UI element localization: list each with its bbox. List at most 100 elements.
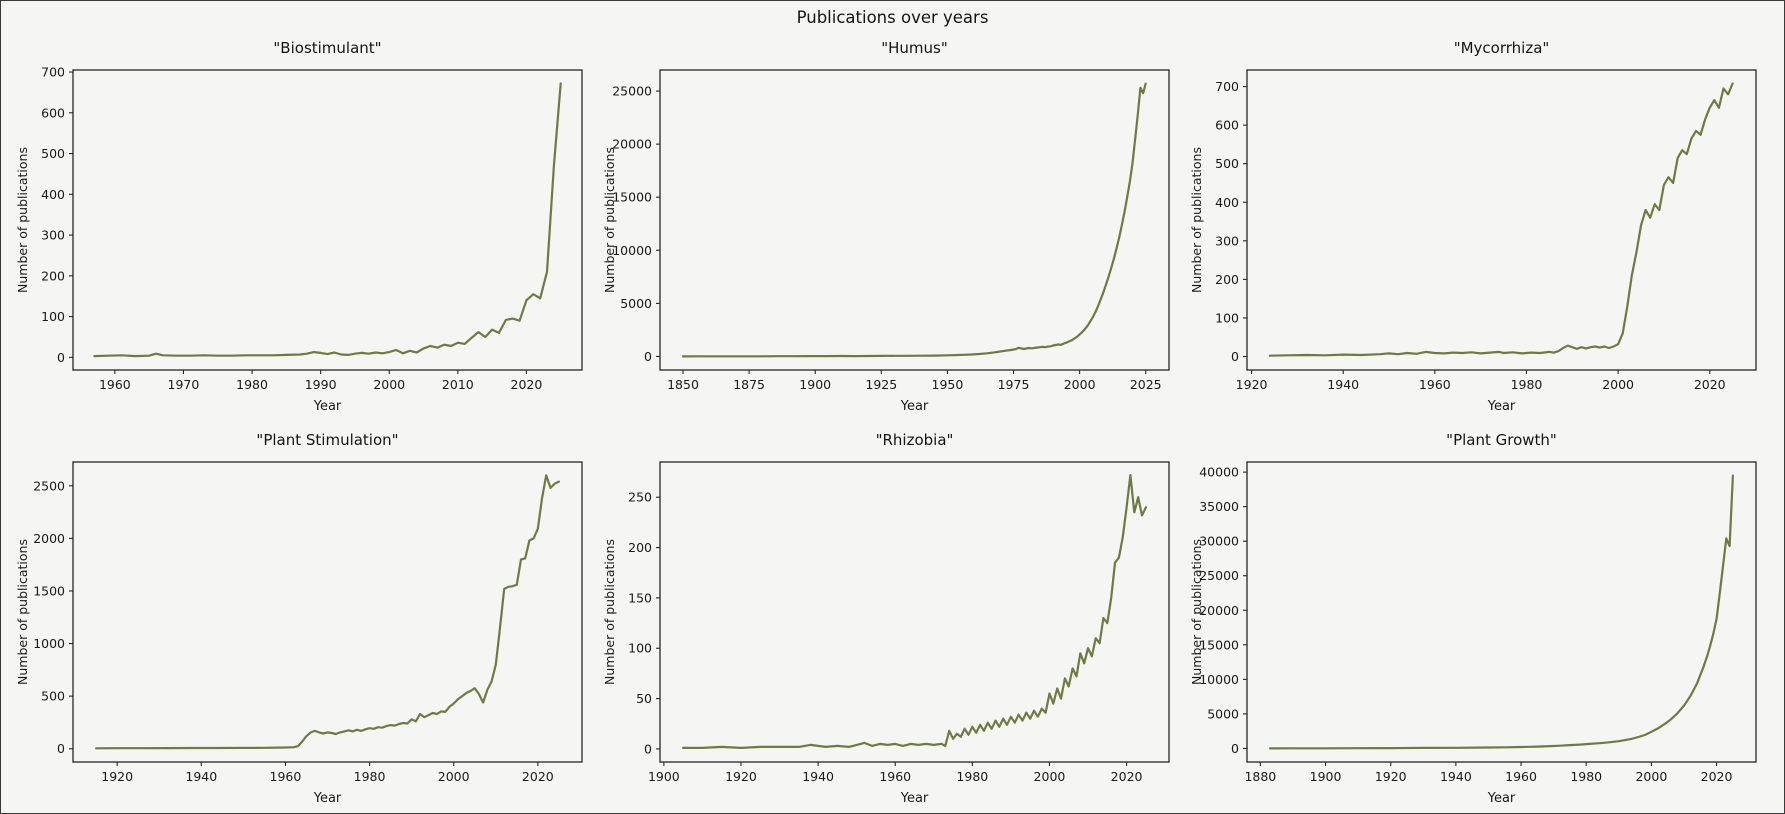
x-tick-label: 1960 bbox=[99, 377, 131, 392]
y-axis-label: Number of publications bbox=[602, 539, 617, 685]
x-tick-label: 1960 bbox=[1419, 377, 1451, 392]
y-tick-label: 10000 bbox=[1199, 672, 1239, 687]
plot-frame bbox=[659, 69, 1170, 371]
x-axis-label: Year bbox=[1487, 791, 1516, 806]
y-tick-label: 200 bbox=[41, 268, 65, 283]
x-tick-label: 1875 bbox=[733, 377, 765, 392]
y-tick-label: 200 bbox=[628, 540, 652, 555]
y-tick-label: 300 bbox=[1215, 233, 1239, 248]
plot-frame bbox=[1246, 69, 1757, 371]
x-axis-label: Year bbox=[900, 791, 929, 806]
y-tick-label: 15000 bbox=[612, 190, 652, 205]
y-tick-label: 700 bbox=[41, 65, 65, 80]
y-tick-label: 30000 bbox=[1199, 534, 1239, 549]
y-axis-label: Number of publications bbox=[15, 539, 30, 685]
x-axis-label: Year bbox=[1487, 399, 1516, 414]
y-tick-label: 0 bbox=[57, 741, 65, 756]
x-axis-label: Year bbox=[313, 399, 342, 414]
y-tick-label: 600 bbox=[41, 105, 65, 120]
y-tick-label: 5000 bbox=[1207, 706, 1239, 721]
y-axis-label: Number of publications bbox=[1189, 539, 1204, 685]
y-tick-label: 35000 bbox=[1199, 499, 1239, 514]
x-tick-label: 1960 bbox=[270, 769, 302, 784]
subplot-grid: "Biostimulant" 1960 1970 1980 1990 2000 2010 2… bbox=[1, 32, 1784, 812]
x-tick-label: 1850 bbox=[667, 377, 699, 392]
subplot-title: "Plant Growth" bbox=[1446, 431, 1557, 449]
x-tick-label: 2000 bbox=[373, 377, 405, 392]
y-tick-label: 50 bbox=[636, 691, 652, 706]
x-axis-label: Year bbox=[900, 399, 929, 414]
x-tick-label: 2020 bbox=[511, 377, 543, 392]
subplot-mycorrhiza: "Mycorrhiza" 1920 1940 1960 1980 2000 2020 0 10… bbox=[1185, 36, 1770, 416]
chart-mycorrhiza: 1920 1940 1960 1980 2000 2020 0 100 200 300 400 500… bbox=[1189, 69, 1757, 414]
y-tick-label: 250 bbox=[628, 490, 652, 505]
subplot-title: "Rhizobia" bbox=[875, 431, 954, 449]
x-tick-label: 1900 bbox=[799, 377, 831, 392]
subplot-plant-growth: "Plant Growth" 1880 1900 1920 1940 1960 1980 2… bbox=[1185, 428, 1770, 808]
y-tick-label: 20000 bbox=[612, 137, 652, 152]
x-axis-label: Year bbox=[313, 791, 342, 806]
x-tick-label: 1960 bbox=[879, 769, 911, 784]
x-tick-label: 1940 bbox=[185, 769, 217, 784]
x-tick-label: 1920 bbox=[1236, 377, 1268, 392]
y-tick-label: 600 bbox=[1215, 118, 1239, 133]
y-tick-label: 20000 bbox=[1199, 603, 1239, 618]
x-tick-label: 1950 bbox=[932, 377, 964, 392]
x-tick-label: 2000 bbox=[1602, 377, 1634, 392]
x-tick-label: 1970 bbox=[168, 377, 200, 392]
subplot-title: "Plant Stimulation" bbox=[256, 431, 399, 449]
x-tick-label: 1940 bbox=[1440, 769, 1472, 784]
y-tick-label: 1000 bbox=[33, 636, 65, 651]
subplot-title: "Mycorrhiza" bbox=[1453, 39, 1550, 57]
y-tick-label: 500 bbox=[1215, 156, 1239, 171]
chart-plant-growth: 1880 1900 1920 1940 1960 1980 2000 2020 0 5000 100… bbox=[1189, 461, 1757, 806]
x-tick-label: 2020 bbox=[1111, 769, 1143, 784]
x-tick-label: 1940 bbox=[1327, 377, 1359, 392]
y-tick-label: 100 bbox=[1215, 310, 1239, 325]
y-tick-label: 2000 bbox=[33, 531, 65, 546]
x-tick-label: 2000 bbox=[1064, 377, 1096, 392]
x-tick-label: 1975 bbox=[998, 377, 1030, 392]
x-tick-label: 1920 bbox=[725, 769, 757, 784]
plot-frame bbox=[72, 461, 583, 763]
y-tick-label: 0 bbox=[644, 741, 652, 756]
y-tick-label: 15000 bbox=[1199, 637, 1239, 652]
y-tick-label: 1500 bbox=[33, 583, 65, 598]
plot-line bbox=[1268, 82, 1734, 357]
y-tick-label: 700 bbox=[1215, 79, 1239, 94]
y-tick-label: 10000 bbox=[612, 243, 652, 258]
x-tick-label: 1980 bbox=[236, 377, 268, 392]
y-tick-label: 100 bbox=[628, 641, 652, 656]
y-tick-label: 5000 bbox=[620, 296, 652, 311]
figure-title: Publications over years bbox=[796, 8, 989, 27]
y-tick-label: 25000 bbox=[612, 84, 652, 99]
x-tick-label: 1880 bbox=[1244, 769, 1276, 784]
plot-line bbox=[681, 474, 1148, 749]
y-tick-label: 0 bbox=[1231, 349, 1239, 364]
plot-line bbox=[94, 474, 561, 750]
y-tick-label: 400 bbox=[1215, 195, 1239, 210]
y-axis-label: Number of publications bbox=[15, 147, 30, 293]
x-tick-label: 2000 bbox=[1034, 769, 1066, 784]
x-tick-label: 1920 bbox=[1375, 769, 1407, 784]
plot-line bbox=[681, 82, 1147, 358]
subplot-biostimulant: "Biostimulant" 1960 1970 1980 1990 2000 2010 2… bbox=[11, 36, 596, 416]
chart-plant-stimulation: 1920 1940 1960 1980 2000 2020 0 500 1000 1500 2000… bbox=[15, 461, 583, 806]
x-tick-label: 1990 bbox=[305, 377, 337, 392]
x-tick-label: 2020 bbox=[522, 769, 554, 784]
y-tick-label: 40000 bbox=[1199, 465, 1239, 480]
y-tick-label: 0 bbox=[1231, 741, 1239, 756]
y-axis-label: Number of publications bbox=[602, 147, 617, 293]
x-tick-label: 2000 bbox=[1635, 769, 1667, 784]
y-tick-label: 200 bbox=[1215, 272, 1239, 287]
subplot-title: "Humus" bbox=[881, 39, 948, 57]
x-tick-label: 1940 bbox=[802, 769, 834, 784]
y-tick-label: 400 bbox=[41, 187, 65, 202]
chart-rhizobia: 1900 1920 1940 1960 1980 2000 2020 0 50 100 150 200… bbox=[602, 461, 1170, 806]
subplot-humus: "Humus" 1850 1875 1900 1925 1950 1975 2000 2025… bbox=[598, 36, 1183, 416]
y-tick-label: 150 bbox=[628, 590, 652, 605]
x-tick-label: 2020 bbox=[1701, 769, 1733, 784]
y-tick-label: 300 bbox=[41, 228, 65, 243]
chart-humus: 1850 1875 1900 1925 1950 1975 2000 2025 0 5000 100… bbox=[602, 69, 1170, 414]
